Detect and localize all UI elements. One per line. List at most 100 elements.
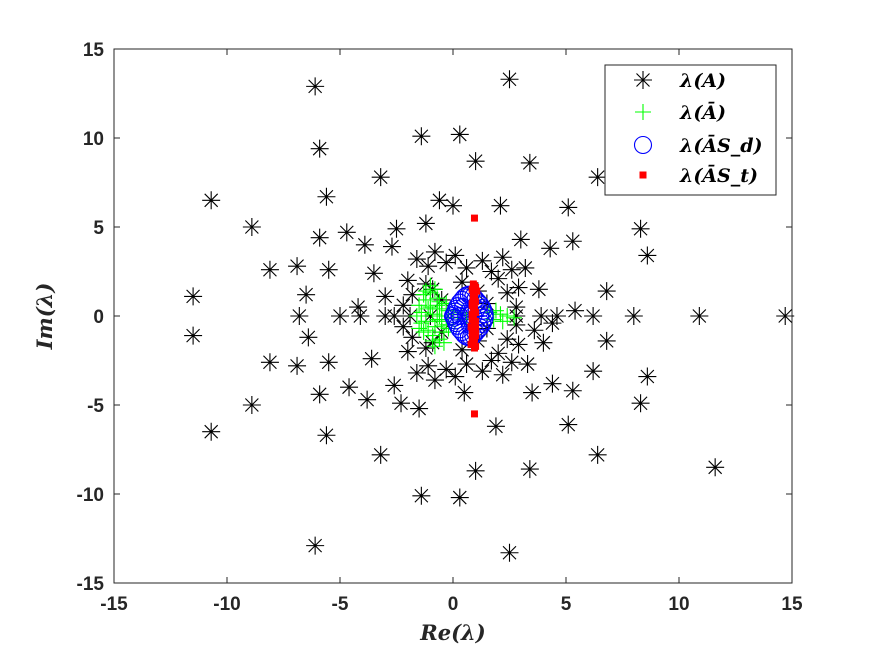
data-point-s1-104 bbox=[425, 371, 444, 390]
data-point-s1-106 bbox=[446, 367, 465, 386]
y-tick-label: 5 bbox=[93, 218, 104, 239]
series-1 bbox=[184, 70, 795, 562]
data-point-s1-31 bbox=[184, 326, 203, 345]
data-point-s1-48 bbox=[260, 353, 279, 372]
x-tick-label: -15 bbox=[100, 594, 128, 615]
data-point-s1-120 bbox=[498, 330, 517, 349]
data-point-s1-7 bbox=[520, 153, 539, 172]
data-point-s1-68 bbox=[317, 426, 336, 445]
series-4 bbox=[467, 214, 481, 418]
x-tick-label: 15 bbox=[781, 594, 803, 615]
data-point-s1-130 bbox=[385, 376, 404, 395]
data-point-s1-8 bbox=[588, 168, 607, 187]
data-point-s1-105 bbox=[437, 360, 456, 379]
data-point-s1-115 bbox=[509, 335, 528, 354]
x-tick-label: 10 bbox=[668, 594, 689, 615]
data-point-s1-11 bbox=[317, 187, 336, 206]
data-point-s3-20 bbox=[448, 316, 467, 335]
data-point-s1-38 bbox=[385, 307, 404, 325]
data-point-s1-46 bbox=[690, 307, 709, 325]
data-point-s4-30 bbox=[468, 328, 476, 336]
legend-marker-2 bbox=[635, 104, 651, 120]
data-point-s1-19 bbox=[491, 196, 510, 215]
data-point-s1-50 bbox=[299, 328, 318, 347]
legend-label-4: λ(ĀS_t) bbox=[679, 165, 758, 187]
legend: λ(A) λ(Ā) λ(ĀS_d) λ(ĀS_t) bbox=[604, 64, 777, 196]
data-point-s4-27 bbox=[468, 300, 476, 308]
y-axis-ticks: -15 -10 -5 0 5 10 15 bbox=[77, 40, 792, 595]
data-point-s1-111 bbox=[502, 353, 521, 372]
data-point-s2-29 bbox=[424, 306, 441, 323]
x-tick-label: -5 bbox=[332, 594, 349, 615]
data-point-s1-28 bbox=[319, 260, 338, 279]
data-point-s1-67 bbox=[306, 536, 325, 555]
data-point-s2-2 bbox=[417, 313, 434, 330]
data-point-s1-57 bbox=[486, 417, 505, 436]
data-point-s2-5 bbox=[431, 293, 448, 310]
data-point-s1-74 bbox=[520, 460, 539, 479]
data-point-s1-13 bbox=[337, 223, 356, 242]
data-point-s4-32 bbox=[472, 332, 480, 340]
data-point-s1-4 bbox=[450, 125, 469, 144]
data-point-s1-23 bbox=[563, 232, 582, 251]
data-point-s1-92 bbox=[509, 278, 528, 297]
data-point-s1-0 bbox=[306, 77, 325, 96]
data-point-s1-86 bbox=[482, 262, 501, 281]
data-point-s1-103 bbox=[419, 356, 438, 375]
data-point-s1-40 bbox=[532, 307, 551, 325]
data-point-s4-35 bbox=[468, 285, 476, 293]
data-point-s1-64 bbox=[242, 396, 261, 414]
y-tick-label: -5 bbox=[87, 396, 104, 417]
data-point-s1-118 bbox=[453, 340, 472, 359]
data-point-s1-18 bbox=[444, 196, 462, 215]
data-point-s1-73 bbox=[500, 543, 519, 562]
data-point-s3-34 bbox=[443, 306, 463, 326]
data-point-s2-35 bbox=[424, 332, 441, 349]
data-point-s1-112 bbox=[398, 342, 417, 361]
data-point-s1-81 bbox=[425, 242, 444, 261]
data-point-s1-88 bbox=[502, 260, 521, 279]
data-point-s1-43 bbox=[584, 307, 603, 325]
data-point-s1-66 bbox=[310, 385, 329, 404]
data-point-s4-28 bbox=[472, 324, 480, 332]
legend-marker-3 bbox=[633, 135, 653, 155]
data-point-s4-37 bbox=[470, 282, 478, 290]
legend-label-1: λ(A) bbox=[679, 70, 726, 92]
data-point-s1-26 bbox=[260, 260, 279, 279]
legend-marker-1 bbox=[634, 71, 652, 89]
y-tick-label: 0 bbox=[93, 307, 104, 328]
legend-label-3: λ(ĀS_d) bbox=[679, 135, 763, 157]
data-point-s1-108 bbox=[473, 362, 492, 381]
data-point-s2-36 bbox=[429, 297, 446, 314]
data-point-s1-77 bbox=[631, 394, 650, 413]
data-point-s2-0 bbox=[408, 308, 425, 324]
data-point-s1-12 bbox=[310, 228, 329, 247]
x-tick-label: 5 bbox=[561, 594, 572, 615]
data-point-s1-97 bbox=[498, 283, 517, 302]
data-point-s1-128 bbox=[529, 280, 548, 299]
data-point-s4-36 bbox=[469, 339, 477, 347]
data-point-s1-52 bbox=[340, 378, 359, 397]
data-point-s1-114 bbox=[489, 344, 508, 363]
data-point-s1-109 bbox=[482, 351, 501, 370]
data-point-s1-42 bbox=[566, 301, 585, 320]
data-point-s1-75 bbox=[559, 415, 578, 434]
data-point-s1-53 bbox=[358, 390, 377, 409]
data-point-s2-3 bbox=[422, 299, 439, 316]
x-axis-ticks: -15 -10 -5 0 5 10 15 bbox=[100, 49, 803, 615]
data-point-s1-113 bbox=[416, 339, 435, 358]
x-axis-label: Re(λ) bbox=[419, 620, 485, 645]
data-point-s1-72 bbox=[466, 461, 485, 480]
data-point-s1-93 bbox=[403, 285, 422, 304]
data-point-s1-16 bbox=[416, 214, 435, 233]
data-point-s1-14 bbox=[355, 235, 374, 254]
data-point-s1-135 bbox=[349, 298, 368, 317]
legend-box bbox=[604, 64, 777, 196]
data-point-s4-33 bbox=[469, 289, 477, 297]
data-point-s4-1 bbox=[470, 410, 478, 418]
data-point-s1-65 bbox=[202, 422, 221, 441]
data-point-s1-100 bbox=[432, 290, 451, 309]
data-point-s1-2 bbox=[310, 139, 329, 158]
data-point-s1-82 bbox=[437, 253, 456, 272]
data-markers bbox=[184, 70, 795, 562]
